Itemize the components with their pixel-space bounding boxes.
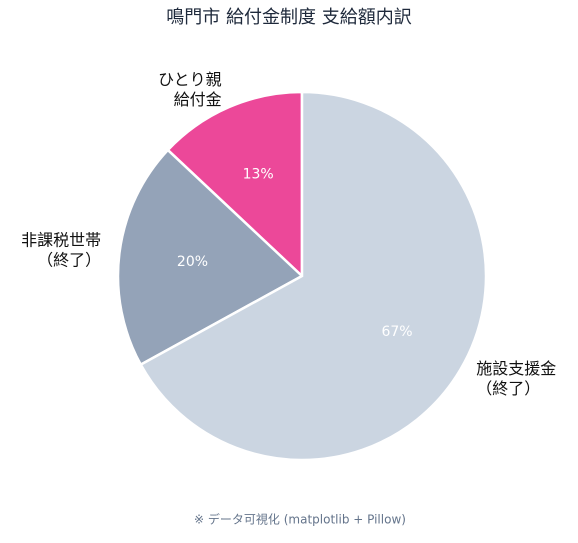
category-label-line: 施設支援金 [476,359,556,378]
pie-slice [139,90,488,462]
value-label: 67% [381,324,412,340]
category-label-line: 非課税世帯 [21,230,101,249]
chart-title: 鳴門市 給付金制度 支給額内訳 [166,7,411,28]
value-label: 20% [177,254,208,270]
category-label-line: ひとり親 [158,70,222,89]
pie-slice [166,90,304,279]
category-label-line: （終了） [476,379,540,398]
footnote: ※ データ可視化 (matplotlib + Pillow) [194,512,406,527]
category-label: 非課税世帯（終了） [21,230,101,269]
category-label-line: 給付金 [174,90,222,109]
category-label: ひとり親給付金 [158,70,222,109]
category-label: 施設支援金（終了） [476,359,556,398]
category-label-line: （終了） [37,250,101,269]
pie-slice [116,148,305,367]
value-label: 13% [243,167,274,183]
